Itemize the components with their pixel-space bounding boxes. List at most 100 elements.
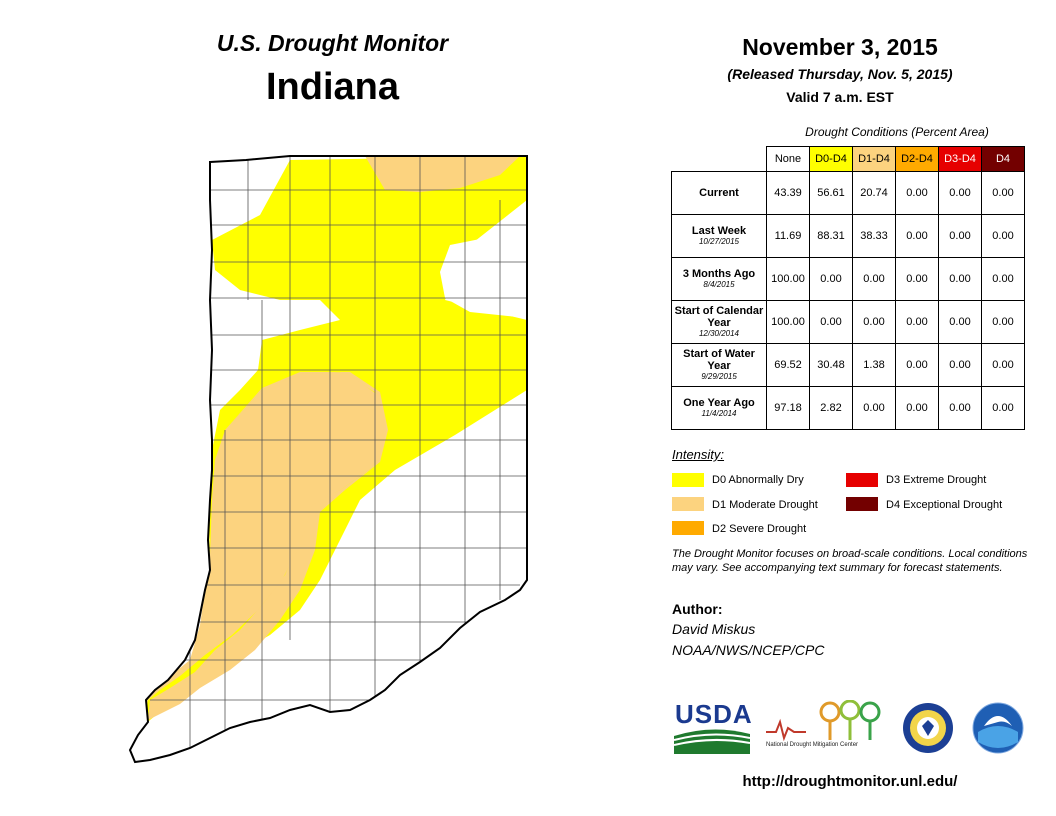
row-label-text: Start of Water Year: [683, 348, 755, 372]
table-corner: [672, 147, 767, 172]
cell-value: 0.00: [809, 300, 853, 344]
release-date: (Released Thursday, Nov. 5, 2015): [727, 66, 953, 82]
col-d4: D4: [981, 146, 1025, 172]
website-url[interactable]: http://droughtmonitor.unl.edu/: [742, 773, 958, 790]
county-boundaries: [150, 156, 527, 748]
row-label-text: Current: [699, 187, 739, 199]
legend-swatch-d2: [672, 521, 704, 535]
cell-value: 0.00: [895, 300, 939, 344]
table-row: Start of Calendar Year 12/30/2014 100.00 …: [671, 300, 1025, 344]
cell-value: 88.31: [809, 214, 853, 258]
cell-value: 0.00: [809, 257, 853, 301]
row-label-text: Last Week: [691, 225, 747, 237]
no-drought-area: [440, 232, 527, 318]
legend-label-d0: D0 Abnormally Dry: [712, 474, 804, 486]
legend-label-d3: D3 Extreme Drought: [886, 474, 987, 486]
cell-value: 0.00: [895, 214, 939, 258]
d1-moderate-drought-area: [132, 372, 386, 740]
map-subtitle: U.S. Drought Monitor: [216, 30, 449, 56]
cell-value: 0.00: [895, 257, 939, 301]
row-label: 3 Months Ago 8/4/2015: [671, 257, 767, 301]
col-none: None: [766, 146, 810, 172]
row-date: 12/30/2014: [698, 329, 740, 338]
cell-value: 43.39: [766, 171, 810, 215]
table-row: Current 43.39 56.61 20.74 0.00 0.00 0.00: [671, 171, 1025, 215]
legend-title: Intensity:: [672, 447, 725, 462]
commerce-seal-icon: [903, 703, 953, 753]
table-row: Start of Water Year 9/29/2015 69.52 30.48…: [671, 343, 1025, 387]
table-row: Last Week 10/27/2015 11.69 88.31 38.33 0.…: [671, 214, 1025, 258]
row-label: One Year Ago 11/4/2014: [671, 386, 767, 430]
row-label-text: Start of Calendar Year: [674, 305, 764, 329]
col-d0-d4: D0-D4: [809, 146, 853, 172]
cell-value: 0.00: [981, 386, 1025, 430]
cell-value: 30.48: [809, 343, 853, 387]
cell-value: 0.00: [981, 171, 1025, 215]
legend-swatch-d1: [672, 497, 704, 511]
legend-label-d2: D2 Severe Drought: [712, 523, 807, 535]
map-title: Indiana: [265, 66, 400, 108]
ndmc-tree-icon: [766, 700, 881, 742]
cell-value: 2.82: [809, 386, 853, 430]
indiana-drought-map: [129, 155, 528, 763]
cell-value: 0.00: [895, 386, 939, 430]
author-name: David Miskus: [672, 621, 756, 637]
table-row: 3 Months Ago 8/4/2015 100.00 0.00 0.00 0.…: [671, 257, 1025, 301]
d1-moderate-drought-area: [365, 156, 520, 192]
cell-value: 97.18: [766, 386, 810, 430]
cell-value: 0.00: [852, 300, 896, 344]
cell-value: 0.00: [981, 257, 1025, 301]
usda-field-icon: [674, 729, 750, 754]
ndmc-logo-label: National Drought Mitigation Center: [766, 742, 859, 748]
cell-value: 0.00: [938, 300, 982, 344]
table-caption: Drought Conditions (Percent Area): [805, 125, 989, 139]
cell-value: 0.00: [938, 171, 982, 215]
cell-value: 0.00: [981, 343, 1025, 387]
row-label: Current: [671, 171, 767, 215]
cell-value: 0.00: [852, 257, 896, 301]
row-label: Start of Water Year 9/29/2015: [671, 343, 767, 387]
usda-logo: USDA: [675, 699, 753, 729]
cell-value: 38.33: [852, 214, 896, 258]
legend-swatch-d0: [672, 473, 704, 487]
cell-value: 100.00: [766, 257, 810, 301]
cell-value: 0.00: [938, 343, 982, 387]
valid-time: Valid 7 a.m. EST: [786, 89, 894, 105]
legend-swatch-d4: [846, 497, 878, 511]
row-date: 9/29/2015: [701, 372, 737, 381]
cell-value: 0.00: [895, 171, 939, 215]
legend-swatch-d3: [846, 473, 878, 487]
cell-value: 1.38: [852, 343, 896, 387]
row-label: Start of Calendar Year 12/30/2014: [671, 300, 767, 344]
row-label-text: One Year Ago: [683, 397, 755, 409]
noaa-logo-icon: [972, 702, 1024, 754]
disclaimer-note: The Drought Monitor focuses on broad-sca…: [672, 548, 1028, 574]
cell-value: 0.00: [938, 257, 982, 301]
cell-value: 69.52: [766, 343, 810, 387]
table-header-row: None D0-D4 D1-D4 D2-D4 D3-D4 D4: [672, 146, 1025, 172]
row-date: 8/4/2015: [703, 280, 735, 289]
cell-value: 0.00: [895, 343, 939, 387]
row-date: 11/4/2014: [701, 409, 737, 418]
author-heading: Author:: [672, 601, 723, 617]
cell-value: 56.61: [809, 171, 853, 215]
row-label: Last Week 10/27/2015: [671, 214, 767, 258]
cell-value: 0.00: [852, 386, 896, 430]
cell-value: 20.74: [852, 171, 896, 215]
legend-label-d1: D1 Moderate Drought: [712, 499, 818, 511]
drought-conditions-table: None D0-D4 D1-D4 D2-D4 D3-D4 D4 Current …: [671, 146, 1025, 430]
cell-value: 0.00: [938, 386, 982, 430]
table-row: One Year Ago 11/4/2014 97.18 2.82 0.00 0.…: [671, 386, 1025, 430]
author-organization: NOAA/NWS/NCEP/CPC: [672, 642, 825, 658]
cell-value: 11.69: [766, 214, 810, 258]
cell-value: 0.00: [981, 300, 1025, 344]
row-label-text: 3 Months Ago: [682, 268, 756, 280]
cell-value: 0.00: [938, 214, 982, 258]
legend-label-d4: D4 Exceptional Drought: [886, 499, 1003, 511]
row-date: 10/27/2015: [698, 237, 740, 246]
col-d2-d4: D2-D4: [895, 146, 939, 172]
map-date: November 3, 2015: [742, 34, 938, 60]
cell-value: 100.00: [766, 300, 810, 344]
col-d3-d4: D3-D4: [938, 146, 982, 172]
col-d1-d4: D1-D4: [852, 146, 896, 172]
